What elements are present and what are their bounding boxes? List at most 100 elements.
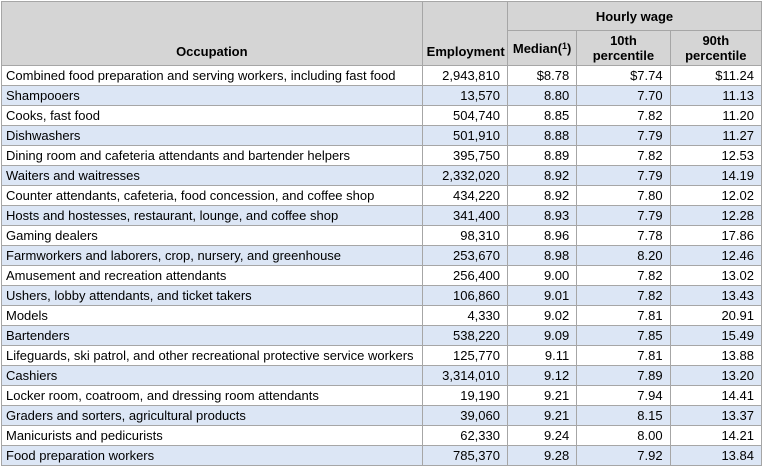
90th-percentile-cell: 13.20 [669, 365, 763, 386]
10th-percentile-cell: 7.82 [576, 265, 671, 286]
table-row: Dining room and cafeteria attendants and… [1, 145, 763, 166]
10th-percentile-cell: 7.89 [576, 365, 671, 386]
employment-cell: 19,190 [421, 385, 508, 406]
90th-percentile-cell: 15.49 [669, 325, 763, 346]
occupation-cell: Dishwashers [1, 125, 423, 146]
median-wage-cell: 9.11 [506, 345, 578, 366]
table-row: Manicurists and pedicurists 62,330 9.24 8.0… [1, 425, 763, 446]
table-row: Hosts and hostesses, restaurant, lounge,… [1, 205, 763, 226]
median-wage-cell: 8.88 [506, 125, 578, 146]
occupation-cell: Shampooers [1, 85, 423, 106]
median-wage-cell: 9.02 [506, 305, 578, 326]
employment-cell: 501,910 [421, 125, 508, 146]
table-row: Bartenders 538,220 9.09 7.85 15.49 [1, 325, 763, 346]
table-row: Counter attendants, cafeteria, food conc… [1, 185, 763, 206]
90th-percentile-cell: 20.91 [669, 305, 763, 326]
table-row: Cashiers 3,314,010 9.12 7.89 13.20 [1, 365, 763, 386]
90th-percentile-cell: 14.19 [669, 165, 763, 186]
employment-cell: 341,400 [421, 205, 508, 226]
median-label-prefix: Median( [512, 40, 562, 56]
90th-percentile-cell: 14.41 [669, 385, 763, 406]
employment-cell: 98,310 [421, 225, 508, 246]
90th-percentile-cell: 12.02 [669, 185, 763, 206]
employment-cell: 125,770 [421, 345, 508, 366]
10th-percentile-cell: 7.81 [576, 305, 671, 326]
median-wage-cell: 9.09 [506, 325, 578, 346]
employment-cell: 395,750 [421, 145, 508, 166]
10th-percentile-cell: 7.79 [576, 205, 671, 226]
occupation-cell: Hosts and hostesses, restaurant, lounge,… [1, 205, 423, 226]
median-wage-cell: 8.93 [506, 205, 578, 226]
occupation-cell: Manicurists and pedicurists [1, 425, 423, 446]
median-wage-cell: 8.98 [506, 245, 578, 266]
10th-percentile-cell: 7.79 [576, 125, 671, 146]
table-header: Occupation Employment Hourly wage Median… [1, 1, 763, 66]
90th-percentile-cell: 13.02 [669, 265, 763, 286]
employment-cell: 504,740 [421, 105, 508, 126]
90th-percentile-cell: 12.28 [669, 205, 763, 226]
median-footnote-marker: 1 [562, 40, 568, 51]
employment-cell: 13,570 [421, 85, 508, 106]
column-header-90th-percentile: 90th percentile [669, 30, 763, 66]
10th-percentile-cell: 8.20 [576, 245, 671, 266]
median-wage-cell: 9.21 [506, 405, 578, 426]
10th-percentile-cell: 7.92 [576, 445, 671, 466]
employment-cell: 256,400 [421, 265, 508, 286]
90th-percentile-cell: 13.37 [669, 405, 763, 426]
90th-percentile-cell: $11.24 [669, 65, 763, 86]
column-header-occupation: Occupation [1, 1, 423, 66]
occupation-cell: Models [1, 305, 423, 326]
median-wage-cell: 8.92 [506, 165, 578, 186]
median-label-suffix: ) [567, 40, 572, 56]
occupation-cell: Cooks, fast food [1, 105, 423, 126]
median-wage-cell: 9.28 [506, 445, 578, 466]
median-wage-cell: 8.85 [506, 105, 578, 126]
table-row: Locker room, coatroom, and dressing room… [1, 385, 763, 406]
10th-percentile-cell: 7.70 [576, 85, 671, 106]
table-body: Combined food preparation and serving wo… [1, 65, 763, 466]
employment-cell: 538,220 [421, 325, 508, 346]
median-wage-cell: 9.00 [506, 265, 578, 286]
table-row: Models 4,330 9.02 7.81 20.91 [1, 305, 763, 326]
employment-cell: 4,330 [421, 305, 508, 326]
table-row: Dishwashers 501,910 8.88 7.79 11.27 [1, 125, 763, 146]
occupation-cell: Gaming dealers [1, 225, 423, 246]
90th-percentile-cell: 13.88 [669, 345, 763, 366]
median-wage-cell: 8.92 [506, 185, 578, 206]
10th-percentile-cell: 7.94 [576, 385, 671, 406]
10th-percentile-cell: 8.15 [576, 405, 671, 426]
occupation-cell: Graders and sorters, agricultural produc… [1, 405, 423, 426]
occupation-cell: Waiters and waitresses [1, 165, 423, 186]
table-row: Farmworkers and laborers, crop, nursery,… [1, 245, 763, 266]
10th-percentile-cell: 7.85 [576, 325, 671, 346]
10th-percentile-cell: 7.78 [576, 225, 671, 246]
occupation-cell: Combined food preparation and serving wo… [1, 65, 423, 86]
90th-percentile-cell: 13.43 [669, 285, 763, 306]
90th-percentile-cell: 13.84 [669, 445, 763, 466]
employment-cell: 39,060 [421, 405, 508, 426]
table-row: Food preparation workers 785,370 9.28 7.92 1… [1, 445, 763, 466]
median-wage-cell: 9.12 [506, 365, 578, 386]
10th-percentile-cell: 7.82 [576, 105, 671, 126]
90th-percentile-cell: 11.27 [669, 125, 763, 146]
median-wage-cell: 9.24 [506, 425, 578, 446]
employment-cell: 785,370 [421, 445, 508, 466]
table-row: Ushers, lobby attendants, and ticket tak… [1, 285, 763, 306]
header-row-group: Occupation Employment Hourly wage [1, 1, 763, 66]
median-wage-cell: $8.78 [506, 65, 578, 86]
occupation-cell: Food preparation workers [1, 445, 423, 466]
median-wage-cell: 9.01 [506, 285, 578, 306]
occupation-cell: Ushers, lobby attendants, and ticket tak… [1, 285, 423, 306]
10th-percentile-cell: 8.00 [576, 425, 671, 446]
90th-percentile-cell: 17.86 [669, 225, 763, 246]
employment-cell: 3,314,010 [421, 365, 508, 386]
column-header-employment: Employment [421, 1, 508, 66]
header-row-sub: Median(1) 10th percentile 90th percentil… [2, 30, 763, 66]
occupation-cell: Farmworkers and laborers, crop, nursery,… [1, 245, 423, 266]
employment-cell: 2,332,020 [421, 165, 508, 186]
occupation-cell: Amusement and recreation attendants [1, 265, 423, 286]
median-wage-cell: 8.80 [506, 85, 578, 106]
employment-cell: 434,220 [421, 185, 508, 206]
